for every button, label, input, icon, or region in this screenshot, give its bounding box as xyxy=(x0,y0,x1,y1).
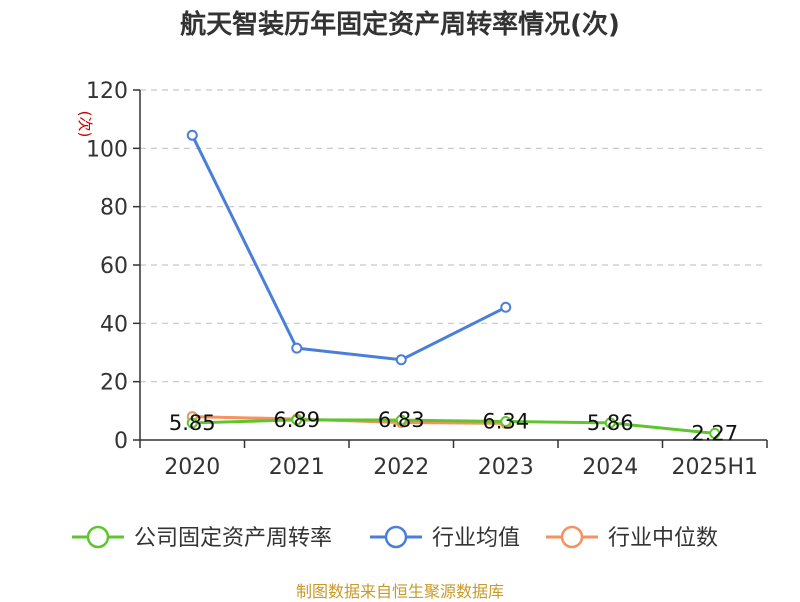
data-point xyxy=(604,417,616,429)
series-line xyxy=(190,134,507,362)
x-tick-label: 2022 xyxy=(373,455,429,480)
data-point xyxy=(500,416,512,428)
x-tick-label: 2024 xyxy=(582,455,638,480)
data-point xyxy=(186,417,198,429)
x-tick-label: 2023 xyxy=(478,455,534,480)
data-label: 5.85 xyxy=(169,411,216,435)
legend-item: 公司固定资产周转率 xyxy=(72,525,332,551)
legend-item: 行业中位数 xyxy=(546,525,718,551)
axes: 0 20 40 60 80 100 120 (次) 2020 2021 2022 2023 2024 20… xyxy=(76,79,768,480)
data-point xyxy=(500,301,512,313)
legend-item: 行业均值 xyxy=(370,525,520,551)
y-tick-label: 60 xyxy=(100,254,128,279)
x-tick-label: 2020 xyxy=(164,455,220,480)
x-tick-label: 2025H1 xyxy=(671,455,758,480)
y-tick-label: 100 xyxy=(86,137,128,162)
data-label: 6.34 xyxy=(482,410,529,434)
data-point xyxy=(291,414,303,426)
legend-marker xyxy=(86,525,110,549)
data-point xyxy=(709,427,721,439)
data-point xyxy=(395,354,407,366)
x-tick-label: 2021 xyxy=(269,455,325,480)
grid-lines xyxy=(140,89,767,383)
legend-marker xyxy=(384,525,408,549)
y-tick-label: 0 xyxy=(114,429,128,454)
legend-label: 公司固定资产周转率 xyxy=(134,526,332,551)
data-label: 6.83 xyxy=(378,408,425,432)
y-tick-label: 80 xyxy=(100,196,128,221)
legend-label: 行业均值 xyxy=(432,526,520,551)
legend-marker xyxy=(560,525,584,549)
chart-title: 航天智装历年固定资产周转率情况(次) xyxy=(180,10,620,40)
source-note: 制图数据来自恒生聚源数据库 xyxy=(295,582,504,601)
y-tick-label: 120 xyxy=(86,79,128,104)
series-lines xyxy=(186,129,721,439)
data-point xyxy=(395,414,407,426)
legend: 公司固定资产周转率 行业均值 行业中位数 xyxy=(72,525,718,551)
y-axis-unit-label: (次) xyxy=(76,111,94,138)
y-tick-label: 20 xyxy=(100,371,128,396)
data-label: 6.89 xyxy=(273,408,320,432)
data-point xyxy=(291,342,303,354)
data-labels: 5.85 6.89 6.83 6.34 5.86 2.27 xyxy=(169,408,738,445)
data-point xyxy=(186,129,198,141)
data-label: 5.86 xyxy=(587,411,634,435)
series-line xyxy=(192,418,715,435)
y-tick-label: 40 xyxy=(100,312,128,337)
legend-label: 行业中位数 xyxy=(608,526,718,551)
data-label: 2.27 xyxy=(691,421,738,445)
